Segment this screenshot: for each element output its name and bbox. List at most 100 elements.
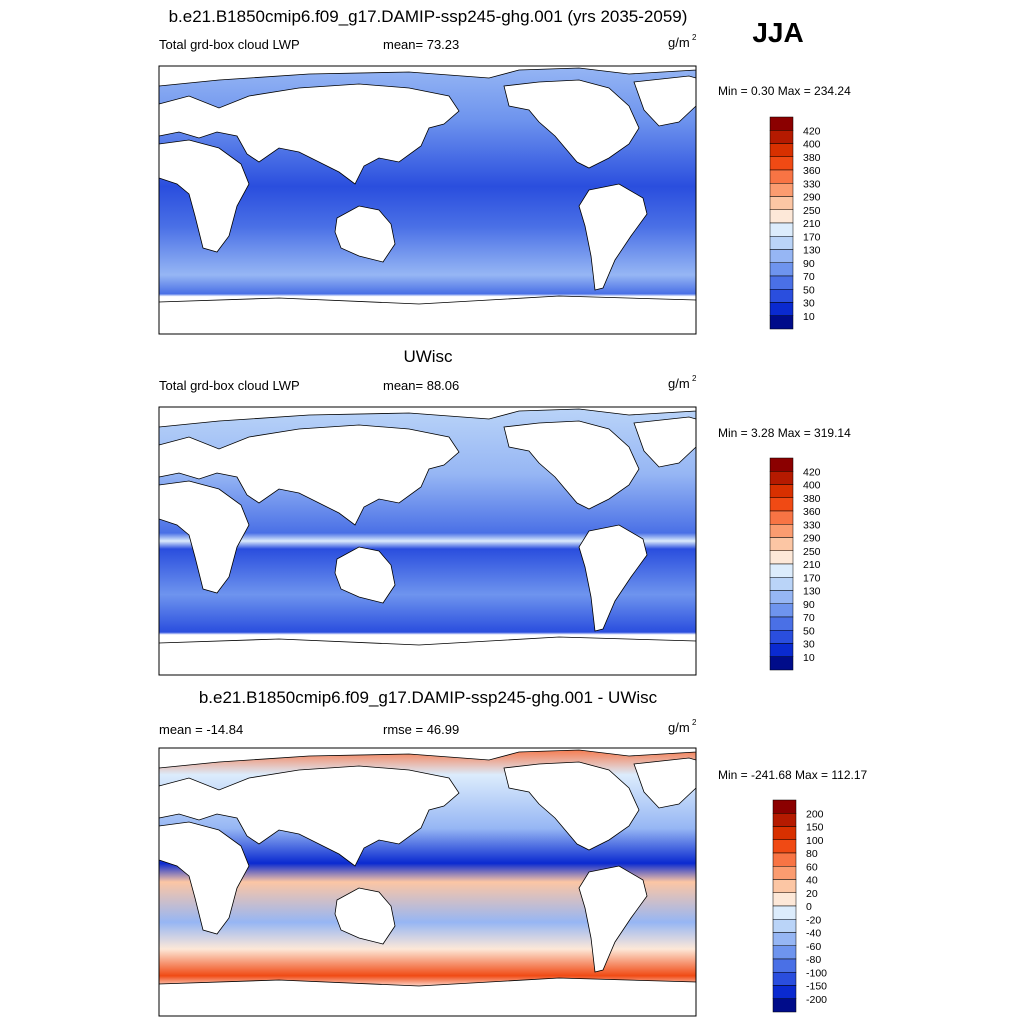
colorbar-label: 90 [803, 599, 815, 611]
colorbar-label: 420 [803, 466, 821, 478]
colorbar-box [769, 196, 794, 210]
colorbar-label: -80 [806, 954, 821, 966]
units: g/m [668, 35, 690, 50]
colorbar-box [772, 905, 797, 920]
panel: b.e21.B1850cmip6.f09_g17.DAMIP-ssp245-gh… [158, 688, 868, 1017]
colorbar-label: 380 [803, 493, 821, 505]
colorbar-box [769, 302, 794, 316]
panel-title: b.e21.B1850cmip6.f09_g17.DAMIP-ssp245-gh… [199, 688, 658, 707]
min-max: Min = -241.68 Max = 112.17 [718, 768, 868, 782]
units-exponent: 2 [692, 718, 697, 727]
colorbar-label: 20 [806, 888, 818, 900]
colorbar-box [769, 510, 794, 525]
panel-title: b.e21.B1850cmip6.f09_g17.DAMIP-ssp245-gh… [169, 7, 688, 26]
colorbar-box [772, 813, 797, 827]
colorbar-label: 130 [803, 245, 821, 257]
colorbar-box [769, 183, 794, 197]
colorbar-box [772, 932, 797, 946]
colorbar-box [769, 275, 794, 290]
colorbar-label: 290 [803, 192, 821, 204]
colorbar-label: -40 [806, 928, 821, 940]
colorbar-box [769, 524, 794, 538]
colorbar-box [769, 603, 794, 618]
colorbar-box [772, 919, 797, 933]
colorbar-box [772, 866, 797, 880]
colorbar-box [772, 958, 797, 973]
map-frame [158, 747, 697, 1017]
colorbar-box [772, 972, 797, 986]
colorbar-label: 250 [803, 205, 821, 217]
min-max: Min = 3.28 Max = 319.14 [718, 426, 851, 440]
colorbar-box [772, 879, 797, 893]
colorbar-label: -200 [806, 994, 827, 1006]
min-max: Min = 0.30 Max = 234.24 [718, 84, 851, 98]
colorbar-label: 0 [806, 901, 812, 913]
colorbar-label: 50 [803, 625, 815, 637]
colorbar-box [769, 497, 794, 512]
colorbar-label: 400 [803, 480, 821, 492]
colorbar-box [769, 656, 794, 671]
colorbar-label: 50 [803, 284, 815, 296]
colorbar-box [769, 616, 794, 631]
colorbar-label: 40 [806, 875, 818, 887]
colorbar-label: -150 [806, 981, 827, 993]
colorbar-label: 330 [803, 178, 821, 190]
colorbar-label: 400 [803, 139, 821, 151]
colorbar-label: 170 [803, 572, 821, 584]
colorbar-box [772, 945, 797, 960]
colorbar-label: 360 [803, 506, 821, 518]
center-label: mean= 73.23 [383, 37, 459, 52]
colorbar-box [772, 799, 797, 814]
colorbar-label: 10 [803, 652, 815, 664]
colorbar-box [772, 852, 797, 867]
colorbar-box [769, 457, 794, 472]
units: g/m [668, 376, 690, 391]
colorbar-box [769, 222, 794, 237]
colorbar-box [769, 289, 794, 303]
super-title: JJA [752, 17, 803, 48]
colorbar-box [769, 130, 794, 144]
colorbar-label: 380 [803, 152, 821, 164]
colorbar-box [769, 643, 794, 657]
panel: UWisc Total grd-box cloud LWP mean= 88.06 g… [158, 347, 851, 676]
colorbar-label: 10 [803, 311, 815, 323]
colorbar-label: 290 [803, 533, 821, 545]
colorbar-box [769, 236, 794, 250]
center-label: mean= 88.06 [383, 378, 459, 393]
colorbar-label: 360 [803, 165, 821, 177]
colorbar-box [772, 892, 797, 907]
colorbar-label: 210 [803, 218, 821, 230]
units: g/m [668, 720, 690, 735]
colorbar-label: 130 [803, 586, 821, 598]
map-frame [158, 406, 697, 676]
units-exponent: 2 [692, 374, 697, 383]
colorbar-box [769, 169, 794, 184]
colorbar-label: 30 [803, 639, 815, 651]
colorbar-label: 30 [803, 298, 815, 310]
colorbar-label: 100 [806, 835, 824, 847]
center-label: rmse = 46.99 [383, 722, 459, 737]
colorbar-label: 210 [803, 559, 821, 571]
colorbar-box [769, 116, 794, 131]
map-frame [158, 65, 697, 335]
colorbar-box [772, 839, 797, 854]
colorbar-box [769, 550, 794, 565]
colorbar-box [769, 630, 794, 644]
colorbar-box [769, 315, 794, 330]
colorbar-box [772, 998, 797, 1013]
colorbar-box [769, 262, 794, 277]
colorbar-box [769, 563, 794, 578]
colorbar-box [769, 249, 794, 263]
colorbar-box [769, 156, 794, 171]
colorbar-label: 60 [806, 861, 818, 873]
left-label: Total grd-box cloud LWP [159, 378, 300, 393]
colorbar-box [772, 985, 797, 999]
panel: b.e21.B1850cmip6.f09_g17.DAMIP-ssp245-gh… [158, 7, 851, 335]
colorbar-box [769, 143, 794, 157]
map [158, 747, 697, 1017]
colorbar-label: -20 [806, 914, 821, 926]
colorbar-label: 150 [806, 822, 824, 834]
colorbar-label: 330 [803, 519, 821, 531]
colorbar-label: 80 [806, 848, 818, 860]
